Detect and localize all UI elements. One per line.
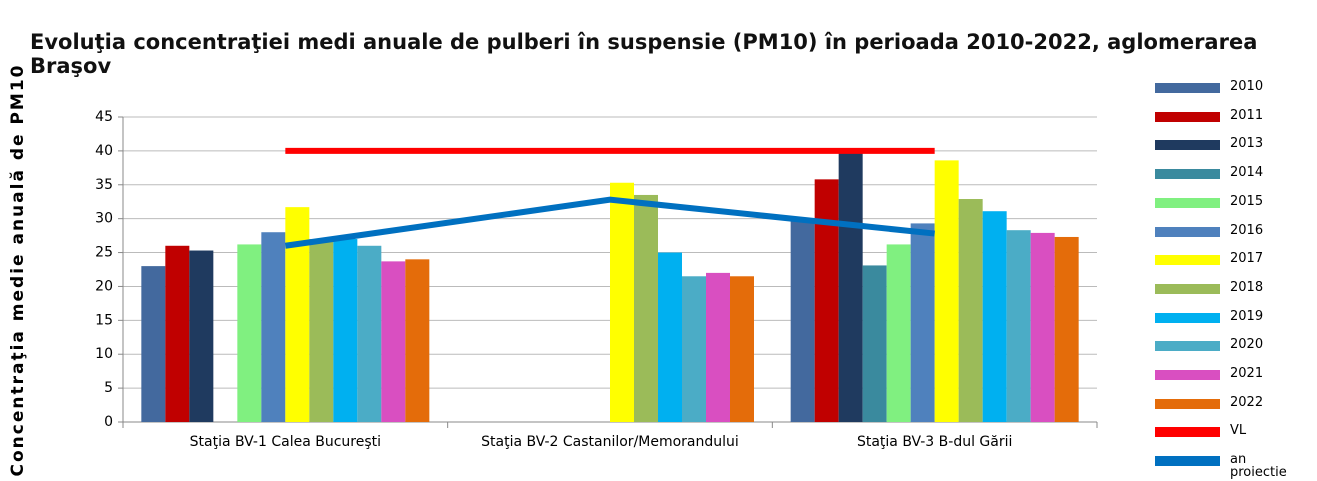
bar xyxy=(357,245,382,422)
legend-swatch xyxy=(1155,111,1220,122)
bar xyxy=(381,261,406,422)
bar xyxy=(790,218,815,422)
line xyxy=(284,196,935,249)
legend-swatch xyxy=(1155,456,1220,467)
legend-swatch xyxy=(1155,169,1220,180)
bar xyxy=(405,259,430,422)
bar xyxy=(838,150,863,422)
y-tick-label: 30 xyxy=(95,211,113,227)
bar xyxy=(682,276,706,422)
legend-label: 2022 xyxy=(1230,394,1264,410)
bar xyxy=(1006,230,1031,422)
legend-swatch xyxy=(1155,398,1220,409)
y-axis-label: Concentraţia medie anuală de PM10 xyxy=(8,64,28,477)
bar xyxy=(189,250,214,422)
legend-swatch xyxy=(1155,283,1220,294)
bar xyxy=(958,199,983,422)
legend-label: an proiectie xyxy=(1230,452,1287,481)
bar xyxy=(886,244,911,422)
legend-swatch xyxy=(1155,83,1220,93)
legend-label: 2021 xyxy=(1230,366,1264,381)
y-tick-label: 15 xyxy=(95,312,113,328)
legend-swatch xyxy=(1155,341,1220,352)
legend-swatch xyxy=(1155,427,1220,438)
bar xyxy=(1054,236,1079,422)
legend-label: 2013 xyxy=(1230,136,1264,152)
bar xyxy=(1030,232,1055,422)
legend-label: 2017 xyxy=(1230,251,1264,267)
bar xyxy=(934,160,959,422)
bar xyxy=(706,272,730,422)
y-tick-label: 5 xyxy=(104,380,113,396)
legend-label: 2016 xyxy=(1230,222,1264,238)
legend-swatch xyxy=(1155,255,1220,266)
bar xyxy=(862,265,887,422)
legend-swatch xyxy=(1155,370,1220,380)
legend-label: VL xyxy=(1230,423,1247,439)
legend-swatch xyxy=(1155,197,1220,208)
y-tick-label: 40 xyxy=(95,143,113,159)
y-tick-label: 10 xyxy=(95,346,113,362)
bar xyxy=(910,223,935,422)
bar xyxy=(237,244,262,422)
legend-swatch xyxy=(1155,312,1220,323)
bar xyxy=(814,179,839,422)
y-tick-label: 20 xyxy=(95,278,113,294)
bar xyxy=(730,276,754,422)
legend-label: 2010 xyxy=(1230,79,1264,94)
y-tick-label: 25 xyxy=(95,245,113,261)
y-tick-label: 35 xyxy=(95,177,113,193)
legend-label: 2018 xyxy=(1230,279,1264,295)
bar xyxy=(261,232,286,422)
chart-title: Evoluţia concentraţiei medi anuale de pu… xyxy=(30,30,1258,78)
x-tick-label: Staţia BV-2 Castanilor/Memorandului xyxy=(481,434,739,450)
legend-label: 2011 xyxy=(1230,107,1264,123)
legend-swatch xyxy=(1155,140,1220,151)
bar xyxy=(165,245,190,422)
bar xyxy=(610,182,634,422)
bar xyxy=(285,207,310,422)
y-tick-label: 0 xyxy=(104,414,113,430)
legend-label: 2015 xyxy=(1230,193,1264,209)
bar xyxy=(333,239,358,422)
legend-swatch xyxy=(1155,226,1220,237)
bar xyxy=(141,266,166,422)
x-tick-label: Staţia BV-1 Calea Bucureşti xyxy=(190,434,381,450)
legend-label: 2020 xyxy=(1230,337,1264,353)
bar xyxy=(309,239,334,422)
bar xyxy=(658,252,682,422)
bar xyxy=(634,194,658,422)
y-tick-label: 45 xyxy=(95,109,113,125)
bar xyxy=(982,211,1007,422)
x-tick-label: Staţia BV-3 B-dul Gării xyxy=(857,434,1012,450)
legend-label: 2014 xyxy=(1230,165,1264,181)
legend-label: 2019 xyxy=(1230,308,1264,324)
